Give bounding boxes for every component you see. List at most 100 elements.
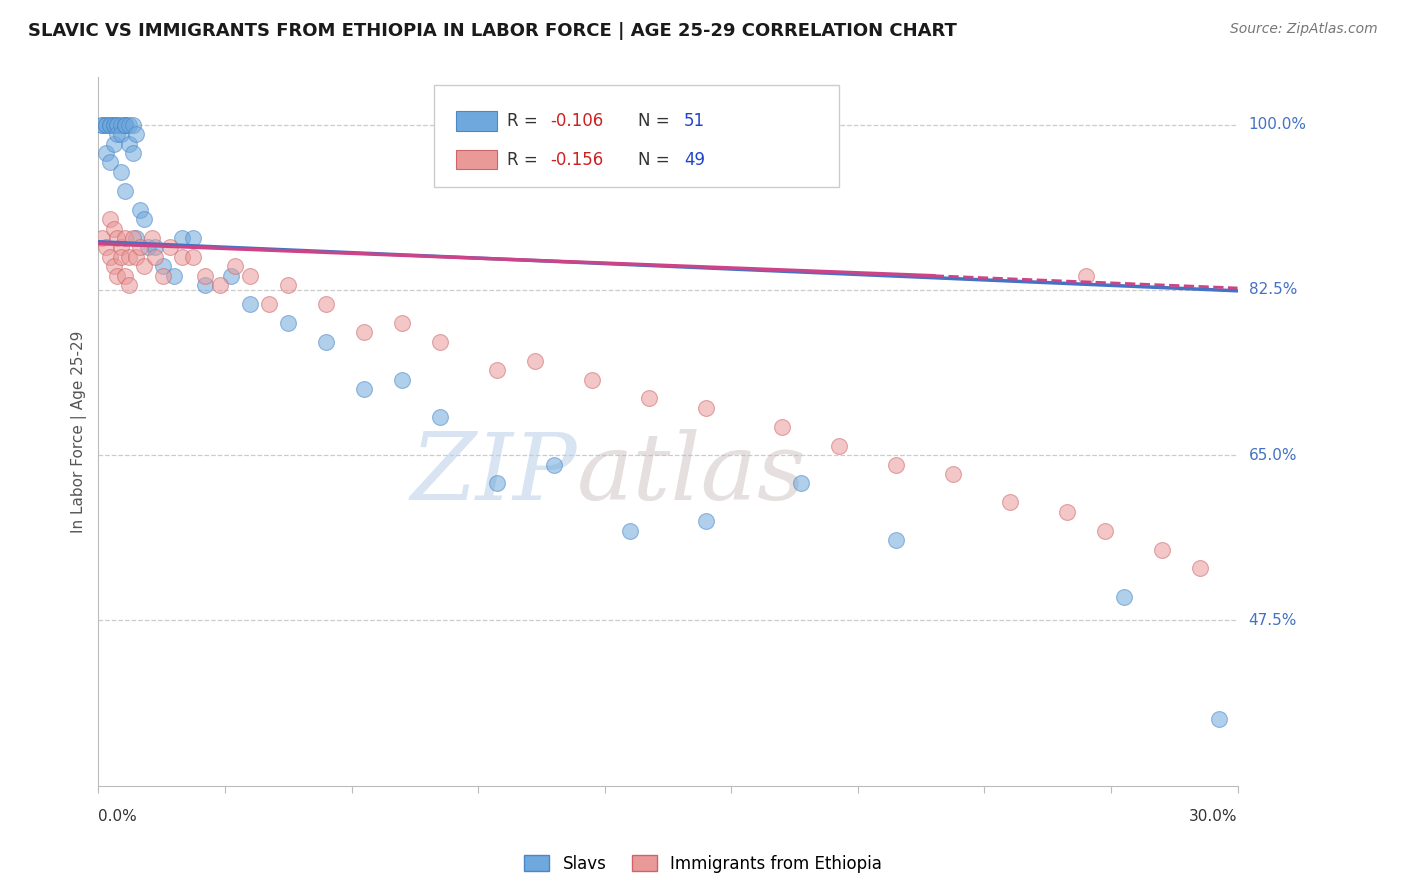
Point: [110, 250, 132, 264]
Point: [1150, 542, 1173, 557]
Point: [1112, 590, 1135, 604]
Point: [159, 240, 181, 254]
Point: [103, 136, 125, 151]
Point: [98, 118, 121, 132]
Point: [429, 334, 451, 349]
Point: [98, 118, 121, 132]
Point: [129, 202, 152, 217]
Point: [121, 231, 143, 245]
FancyBboxPatch shape: [456, 112, 498, 131]
Point: [143, 250, 166, 264]
Point: [695, 514, 717, 528]
Point: [429, 410, 451, 425]
Point: [391, 316, 413, 330]
Point: [118, 136, 141, 151]
Text: Source: ZipAtlas.com: Source: ZipAtlas.com: [1230, 22, 1378, 37]
Point: [1074, 268, 1097, 283]
Point: [105, 231, 128, 245]
Point: [219, 268, 242, 283]
Point: [132, 260, 155, 274]
Point: [998, 495, 1021, 509]
Point: [277, 316, 299, 330]
Point: [105, 118, 128, 132]
Point: [543, 458, 565, 472]
Text: -0.156: -0.156: [551, 151, 603, 169]
Point: [121, 118, 143, 132]
Text: 65.0%: 65.0%: [1249, 448, 1298, 463]
Point: [239, 297, 262, 311]
Point: [91, 118, 114, 132]
Point: [353, 382, 375, 396]
Point: [181, 250, 204, 264]
Point: [125, 231, 148, 245]
Point: [94, 118, 117, 132]
Point: [884, 458, 907, 472]
Point: [224, 260, 246, 274]
Point: [884, 533, 907, 547]
Point: [94, 240, 117, 254]
Point: [103, 118, 125, 132]
Point: [105, 127, 128, 141]
Point: [486, 476, 509, 491]
Point: [114, 118, 136, 132]
Point: [110, 240, 132, 254]
Point: [114, 184, 136, 198]
Text: 49: 49: [683, 151, 704, 169]
Point: [695, 401, 717, 415]
Point: [152, 260, 174, 274]
Text: 100.0%: 100.0%: [1249, 117, 1306, 132]
Point: [163, 268, 186, 283]
Text: -0.106: -0.106: [551, 112, 603, 130]
Point: [98, 155, 121, 169]
Legend: Slavs, Immigrants from Ethiopia: Slavs, Immigrants from Ethiopia: [517, 848, 889, 880]
Point: [98, 212, 121, 227]
Text: N =: N =: [638, 151, 675, 169]
Point: [103, 118, 125, 132]
Point: [619, 524, 641, 538]
Point: [486, 363, 509, 377]
Text: 51: 51: [683, 112, 704, 130]
Y-axis label: In Labor Force | Age 25-29: In Labor Force | Age 25-29: [72, 330, 87, 533]
Point: [1094, 524, 1116, 538]
Point: [638, 392, 661, 406]
Text: N =: N =: [638, 112, 675, 130]
Point: [132, 212, 155, 227]
Point: [110, 118, 132, 132]
Point: [194, 278, 217, 293]
Point: [790, 476, 813, 491]
Point: [828, 439, 851, 453]
Point: [143, 240, 166, 254]
Point: [141, 231, 163, 245]
Point: [315, 297, 337, 311]
FancyBboxPatch shape: [434, 85, 839, 187]
Text: 30.0%: 30.0%: [1189, 809, 1237, 824]
Point: [110, 165, 132, 179]
Point: [94, 118, 117, 132]
Text: R =: R =: [508, 151, 543, 169]
Point: [91, 118, 114, 132]
Point: [125, 127, 148, 141]
Point: [170, 231, 193, 245]
Point: [118, 118, 141, 132]
Text: atlas: atlas: [576, 429, 806, 519]
Text: 47.5%: 47.5%: [1249, 613, 1296, 628]
Point: [1056, 505, 1078, 519]
Point: [94, 145, 117, 160]
Text: 82.5%: 82.5%: [1249, 283, 1296, 297]
Text: ZIP: ZIP: [411, 429, 576, 519]
Point: [118, 278, 141, 293]
Point: [353, 326, 375, 340]
Point: [152, 268, 174, 283]
Point: [114, 268, 136, 283]
Point: [524, 353, 547, 368]
Point: [257, 297, 280, 311]
Point: [91, 231, 114, 245]
Point: [942, 467, 965, 481]
Point: [277, 278, 299, 293]
Point: [114, 231, 136, 245]
Point: [105, 268, 128, 283]
Point: [181, 231, 204, 245]
Point: [1208, 713, 1230, 727]
Point: [770, 419, 793, 434]
Point: [239, 268, 262, 283]
